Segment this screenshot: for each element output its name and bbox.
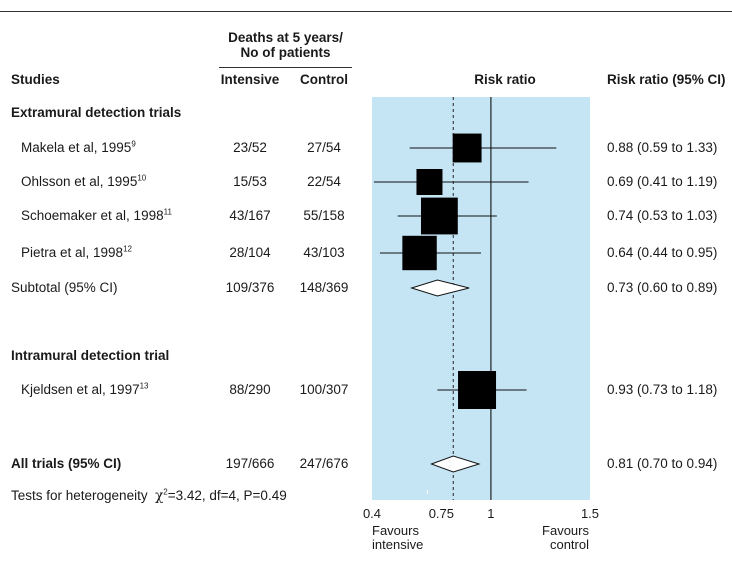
effect-square — [452, 133, 482, 163]
effect-square — [402, 235, 437, 271]
chi-sup: 2 — [163, 487, 168, 497]
deaths-rule — [219, 67, 352, 68]
effect-square — [420, 197, 458, 235]
study-reference: 10 — [137, 173, 147, 183]
risk-ratio-ci-value: 0.81 (0.70 to 0.94) — [607, 456, 718, 471]
study-name: Subtotal (95% CI) — [11, 280, 118, 295]
study-name-text: Kjeldsen et al, 1997 — [21, 382, 140, 397]
intensive-value: 109/376 — [225, 280, 275, 295]
risk-ratio-ci-value: 0.73 (0.60 to 0.89) — [607, 280, 718, 295]
deaths-header-line2: No of patients — [240, 45, 331, 60]
control-value: 43/103 — [303, 245, 345, 260]
control-value: 247/676 — [299, 456, 349, 471]
study-name: Kjeldsen et al, 199713 — [21, 382, 149, 397]
study-name: Ohlsson et al, 199510 — [21, 174, 146, 189]
x-tick-label: 0.4 — [363, 506, 381, 521]
study-name: Makela et al, 19959 — [21, 140, 136, 155]
study-name: Schoemaker et al, 199811 — [21, 208, 172, 223]
intensive-value: 197/666 — [225, 456, 275, 471]
favours-intensive-line2: intensive — [372, 537, 424, 552]
deaths-header: Deaths at 5 years/ No of patients — [219, 30, 352, 60]
risk-ratio-header: Risk ratio — [474, 72, 536, 87]
study-name-text: Makela et al, 1995 — [21, 140, 132, 155]
intensive-value: 28/104 — [229, 245, 271, 260]
control-value: 55/158 — [303, 208, 345, 223]
favours-control-line2: control — [549, 537, 589, 552]
study-name-text: Pietra et al, 1998 — [21, 245, 124, 260]
study-name-text: Schoemaker et al, 1998 — [21, 208, 164, 223]
intensive-value: 43/167 — [229, 208, 271, 223]
favours-intensive: Favours intensive — [372, 524, 423, 552]
effect-square — [458, 371, 497, 409]
risk-ratio-ci-header: Risk ratio (95% CI) — [607, 72, 726, 87]
favours-intensive-line1: Favours — [372, 523, 419, 538]
x-tick-label: 0.75 — [429, 506, 454, 521]
intensive-value: 15/53 — [233, 174, 267, 189]
control-value: 22/54 — [307, 174, 341, 189]
study-name-text: All trials (95% CI) — [11, 456, 122, 471]
study-name-text: Ohlsson et al, 1995 — [21, 174, 138, 189]
study-name-text: Subtotal (95% CI) — [11, 280, 118, 295]
group-intramural: Intramural detection trial — [11, 348, 170, 363]
x-tick-label: 1 — [487, 506, 494, 521]
group-extramural: Extramural detection trials — [11, 105, 182, 120]
pooled-diamond — [409, 279, 470, 297]
risk-ratio-ci-value: 0.74 (0.53 to 1.03) — [607, 208, 718, 223]
heterogeneity-prefix: Tests for heterogeneity — [11, 488, 148, 503]
study-reference: 9 — [131, 139, 136, 149]
intensive-value: 88/290 — [229, 382, 271, 397]
x-tick-label: 1.5 — [581, 506, 599, 521]
study-reference: 12 — [123, 244, 132, 254]
control-value: 148/369 — [299, 280, 349, 295]
risk-ratio-ci-value: 0.93 (0.73 to 1.18) — [607, 382, 718, 397]
plot-background — [372, 97, 590, 500]
heterogeneity-suffix: =3.42, df=4, P=0.49 — [167, 488, 287, 503]
study-reference: 13 — [139, 381, 149, 391]
study-name: Pietra et al, 199812 — [21, 245, 132, 260]
risk-ratio-ci-value: 0.64 (0.44 to 0.95) — [607, 245, 718, 260]
favours-control-line1: Favours — [542, 523, 589, 538]
risk-ratio-ci-value: 0.88 (0.59 to 1.33) — [607, 140, 718, 155]
effect-square — [416, 169, 443, 195]
control-value: 27/54 — [307, 140, 341, 155]
favours-control: Favours control — [520, 524, 589, 552]
top-rule — [0, 11, 732, 12]
pooled-diamond — [430, 455, 481, 473]
chi-symbol: χ — [155, 488, 164, 504]
study-reference: 11 — [163, 207, 172, 217]
intensive-value: 23/52 — [233, 140, 267, 155]
heterogeneity-test: Tests for heterogeneity χ2=3.42, df=4, P… — [11, 488, 287, 504]
deaths-header-line1: Deaths at 5 years/ — [228, 30, 343, 45]
control-header: Control — [300, 72, 348, 87]
risk-ratio-ci-value: 0.69 (0.41 to 1.19) — [607, 174, 718, 189]
control-value: 100/307 — [299, 382, 349, 397]
studies-header: Studies — [11, 72, 60, 87]
study-name: All trials (95% CI) — [11, 456, 121, 471]
intensive-header: Intensive — [220, 72, 280, 87]
